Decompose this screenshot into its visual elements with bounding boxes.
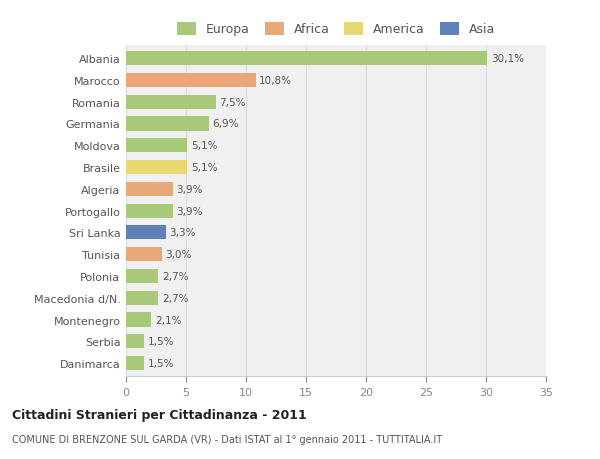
Text: COMUNE DI BRENZONE SUL GARDA (VR) - Dati ISTAT al 1° gennaio 2011 - TUTTITALIA.I: COMUNE DI BRENZONE SUL GARDA (VR) - Dati… [12,434,442,444]
Text: 5,1%: 5,1% [191,162,217,173]
Text: 2,7%: 2,7% [162,271,188,281]
Text: 5,1%: 5,1% [191,141,217,151]
Text: 1,5%: 1,5% [148,336,174,347]
Bar [126,226,166,240]
Text: 2,7%: 2,7% [162,293,188,303]
Bar [126,335,144,349]
Bar [126,247,162,262]
Bar [126,161,187,175]
Legend: Europa, Africa, America, Asia: Europa, Africa, America, Asia [177,23,495,36]
Bar [126,117,209,131]
Bar [126,313,151,327]
Text: 10,8%: 10,8% [259,76,292,86]
Text: 3,9%: 3,9% [176,206,203,216]
Text: 30,1%: 30,1% [491,54,524,64]
Bar [126,269,158,284]
Bar [126,52,487,66]
Text: 7,5%: 7,5% [220,97,246,107]
Bar [126,95,216,110]
Text: 6,9%: 6,9% [212,119,239,129]
Bar [126,139,187,153]
Bar [126,182,173,196]
Bar [126,204,173,218]
Bar [126,73,256,88]
Text: 3,9%: 3,9% [176,185,203,195]
Text: Cittadini Stranieri per Cittadinanza - 2011: Cittadini Stranieri per Cittadinanza - 2… [12,409,307,421]
Text: 1,5%: 1,5% [148,358,174,368]
Text: 3,3%: 3,3% [169,228,196,238]
Text: 2,1%: 2,1% [155,315,181,325]
Text: 3,0%: 3,0% [166,250,192,260]
Bar [126,291,158,305]
Bar [126,356,144,370]
